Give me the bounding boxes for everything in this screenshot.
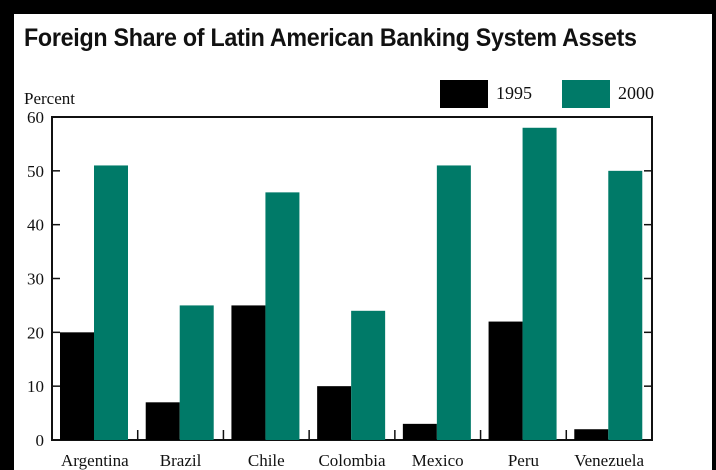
x-tick-label: Venezuela — [574, 451, 644, 470]
bar-1995-chile — [231, 305, 266, 440]
x-tick-label: Chile — [248, 451, 285, 470]
bar-2000-colombia — [351, 310, 386, 440]
y-tick-label: 0 — [36, 431, 45, 450]
x-tick-label: Peru — [508, 451, 540, 470]
chart-title: Foreign Share of Latin American Banking … — [24, 24, 637, 52]
bar-2000-venezuela — [608, 170, 643, 441]
bar-2000-peru — [522, 127, 557, 441]
bar-1995-brazil — [145, 402, 180, 440]
bar-2000-mexico — [436, 165, 471, 440]
bar-1995-argentina — [60, 332, 94, 440]
bar-1995-colombia — [317, 386, 352, 440]
bar-2000-argentina — [94, 165, 128, 440]
bar-2000-brazil — [179, 305, 214, 440]
y-tick-label: 50 — [27, 162, 44, 181]
y-tick-label: 40 — [27, 216, 44, 235]
y-tick-label: 30 — [27, 270, 44, 289]
bar-1995-mexico — [402, 423, 437, 440]
bar-2000-chile — [265, 192, 300, 440]
y-tick-label: 20 — [27, 323, 44, 342]
x-tick-label: Brazil — [160, 451, 202, 470]
bar-1995-venezuela — [574, 429, 609, 440]
legend-label-2000: 2000 — [618, 83, 654, 103]
bar-1995-peru — [488, 321, 523, 440]
y-tick-label: 10 — [27, 377, 44, 396]
legend-swatch-1995 — [440, 80, 488, 108]
x-tick-label: Colombia — [318, 451, 386, 470]
legend-swatch-2000 — [562, 80, 610, 108]
y-axis-label: Percent — [24, 89, 75, 108]
legend-label-1995: 1995 — [496, 83, 532, 103]
y-tick-label: 60 — [27, 108, 44, 127]
x-tick-label: Mexico — [412, 451, 464, 470]
x-tick-label: Argentina — [61, 451, 129, 470]
